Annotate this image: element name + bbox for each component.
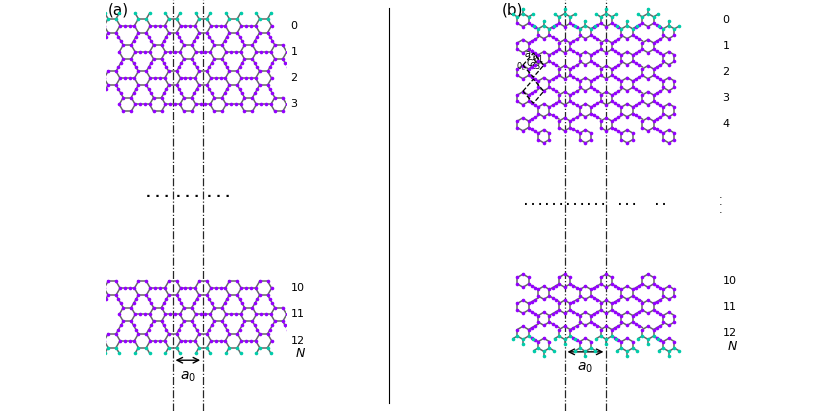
Text: . .: . . bbox=[655, 198, 666, 208]
Text: 1: 1 bbox=[290, 47, 297, 57]
Text: 4: 4 bbox=[722, 119, 730, 129]
Text: $0_c$: $0_c$ bbox=[515, 60, 526, 73]
Text: (b): (b) bbox=[501, 2, 523, 18]
Text: 2: 2 bbox=[722, 67, 730, 77]
Text: 2: 2 bbox=[290, 73, 298, 83]
Text: .: . bbox=[719, 205, 723, 215]
Text: . . .: . . . bbox=[207, 187, 230, 200]
Text: 0: 0 bbox=[290, 21, 297, 31]
Text: . . .: . . . bbox=[146, 187, 169, 200]
Text: 11: 11 bbox=[722, 302, 736, 312]
Text: 10: 10 bbox=[722, 276, 736, 286]
Text: . . .: . . . bbox=[546, 198, 564, 208]
Text: $a'_0$: $a'_0$ bbox=[524, 48, 538, 62]
Text: (a): (a) bbox=[107, 2, 128, 18]
Text: .: . bbox=[719, 190, 723, 200]
Text: $a_0$: $a_0$ bbox=[180, 369, 196, 384]
Text: $N$: $N$ bbox=[727, 340, 738, 353]
Text: . . .: . . . bbox=[587, 198, 605, 208]
Text: $a_0$: $a_0$ bbox=[578, 361, 593, 375]
Text: 12: 12 bbox=[722, 328, 736, 338]
Text: C3: C3 bbox=[529, 62, 541, 72]
Text: 10: 10 bbox=[290, 283, 304, 293]
Text: . . .: . . . bbox=[618, 198, 636, 208]
Text: C2: C2 bbox=[526, 59, 537, 68]
Text: 0: 0 bbox=[722, 15, 730, 25]
Text: 11: 11 bbox=[290, 309, 304, 319]
Text: 12: 12 bbox=[290, 336, 304, 346]
Text: . . .: . . . bbox=[524, 198, 542, 208]
Text: 3: 3 bbox=[722, 93, 730, 103]
Text: 3: 3 bbox=[290, 99, 297, 109]
Text: . . .: . . . bbox=[177, 187, 200, 200]
Text: .: . bbox=[719, 198, 723, 208]
Text: C1: C1 bbox=[533, 55, 543, 64]
Text: 1: 1 bbox=[722, 41, 730, 51]
Text: $N$: $N$ bbox=[295, 347, 306, 360]
Text: . . .: . . . bbox=[566, 198, 584, 208]
